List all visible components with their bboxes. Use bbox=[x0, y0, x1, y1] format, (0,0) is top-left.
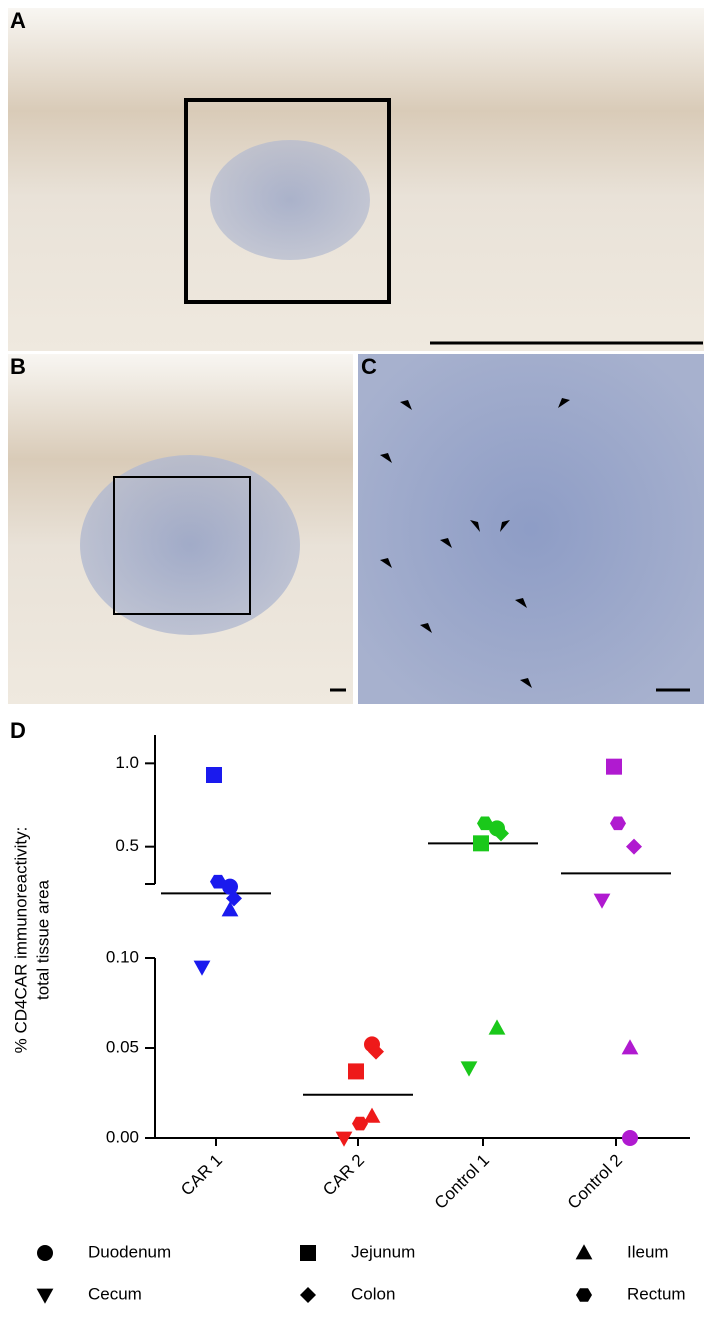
follicle bbox=[210, 140, 370, 260]
panel-label: C bbox=[361, 354, 377, 379]
data-point bbox=[221, 901, 239, 917]
legend-label: Cecum bbox=[88, 1284, 142, 1303]
legend-marker bbox=[575, 1244, 593, 1260]
data-point bbox=[193, 960, 211, 976]
y-tick-label: 1.0 bbox=[115, 753, 139, 772]
panel-label: B bbox=[10, 354, 26, 379]
x-tick-label: Control 2 bbox=[564, 1151, 626, 1213]
legend-label: Rectum bbox=[627, 1284, 686, 1303]
data-point bbox=[352, 1116, 368, 1131]
data-point bbox=[210, 874, 226, 889]
data-point bbox=[593, 893, 611, 909]
data-point bbox=[363, 1107, 381, 1123]
arrowheads bbox=[380, 398, 570, 688]
chart-d: 0.00 0.05 0.10 0.5 1.0 % CD4CAR immunoreactiv… bbox=[11, 735, 690, 1304]
data-point bbox=[473, 835, 489, 852]
data-point bbox=[493, 825, 509, 842]
panel-label: D bbox=[10, 718, 26, 743]
y-tick-label: 0.5 bbox=[115, 836, 139, 855]
y-axis-label: % CD4CAR immunoreactivity: bbox=[11, 827, 30, 1054]
legend-marker bbox=[36, 1288, 54, 1304]
legend-label: Ileum bbox=[627, 1242, 669, 1261]
data-point bbox=[477, 816, 493, 831]
inset-box bbox=[184, 98, 391, 304]
panel-label: A bbox=[10, 8, 26, 33]
inset-box bbox=[113, 476, 251, 615]
data-point bbox=[488, 1019, 506, 1035]
data-point bbox=[368, 1043, 384, 1060]
legend-marker bbox=[37, 1245, 53, 1261]
x-tick-label: Control 1 bbox=[431, 1151, 493, 1213]
data-point bbox=[606, 758, 622, 775]
x-tick-label: CAR 2 bbox=[319, 1151, 368, 1200]
data-point bbox=[622, 1130, 638, 1146]
data-point bbox=[621, 1039, 639, 1055]
legend-label: Jejunum bbox=[351, 1242, 415, 1261]
y-tick-label: 0.05 bbox=[106, 1037, 139, 1056]
legend-label: Duodenum bbox=[88, 1242, 171, 1261]
legend-label: Colon bbox=[351, 1284, 395, 1303]
y-axis-label: total tissue area bbox=[33, 879, 52, 1000]
data-point bbox=[610, 816, 626, 831]
data-point bbox=[206, 767, 222, 783]
x-tick-label: CAR 1 bbox=[177, 1151, 226, 1200]
data-point bbox=[460, 1061, 478, 1077]
data-point bbox=[335, 1131, 353, 1147]
data-point bbox=[348, 1063, 364, 1080]
follicle bbox=[358, 354, 704, 704]
legend-marker bbox=[300, 1245, 316, 1261]
legend-marker bbox=[576, 1288, 592, 1302]
data-point bbox=[226, 890, 242, 907]
data-point bbox=[626, 838, 642, 855]
follicle bbox=[80, 455, 300, 635]
legend-marker bbox=[300, 1287, 316, 1303]
y-tick-label: 0.00 bbox=[106, 1127, 139, 1146]
y-tick-label: 0.10 bbox=[106, 947, 139, 966]
